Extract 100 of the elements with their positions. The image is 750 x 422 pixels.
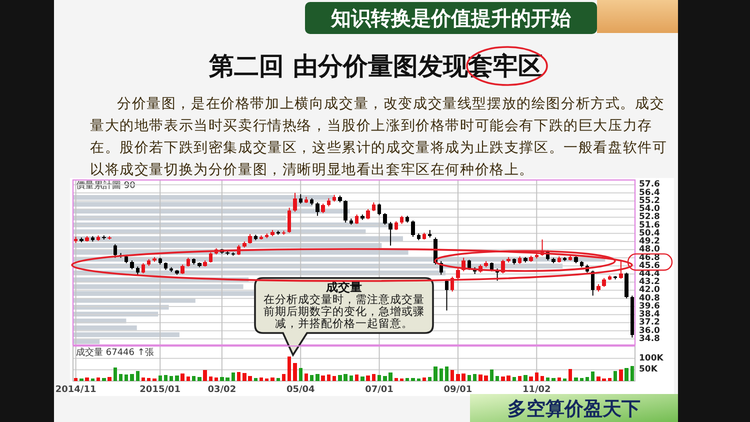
- bar: [321, 376, 325, 381]
- bar: [585, 376, 590, 381]
- y-tick-label: 34.8: [639, 334, 660, 344]
- y-tick-label: 42.0: [639, 285, 660, 296]
- bar: [96, 378, 100, 381]
- bar: [192, 376, 196, 381]
- chart-subtitle: 分价量图，是在价格带加上横向成交量，改变成交量线型摆放的绘图分析方式。成交量大的地带表示当时买卖行情热络，当股价上涨到价格带时可能会有下跌的巨大压力存在。股价若下跌到密集成交量区，这些累计的成交量将成为止跌支撑区。一般看盘软件可以将成交量切换为分价量图，清晰明显地看出套牢区在何种价格上。: [90, 97, 668, 178]
- bar: [518, 376, 522, 381]
- annotation: 成交量: [325, 280, 362, 294]
- bar: [175, 376, 179, 381]
- annotation: 在分析成交量时，需注意成交量前期后期数字的变化，急增或骤减，并搭配价格一起留意。: [262, 294, 426, 330]
- candlestick: [354, 214, 359, 224]
- y-tick-label: 45.6: [639, 260, 660, 271]
- y-tick-label: 51.6: [639, 220, 660, 230]
- bar: [366, 376, 370, 381]
- bar: [208, 376, 213, 381]
- bar: [495, 376, 500, 381]
- bar: [349, 376, 354, 381]
- bar: [557, 378, 561, 381]
- candlestick: [444, 278, 449, 312]
- candlestick: [624, 272, 628, 299]
- candlestick: [208, 252, 213, 263]
- bar: [372, 374, 376, 381]
- y-tick-label: 100K: [639, 353, 664, 364]
- candlestick: [113, 244, 118, 258]
- bar: [534, 372, 539, 381]
- bar: [85, 377, 89, 381]
- x-tick-label: 09/01: [444, 385, 472, 395]
- candlestick: [619, 260, 623, 280]
- bar: [310, 375, 314, 381]
- bar: [377, 375, 382, 381]
- bar: [282, 374, 286, 381]
- x-tick-label: 05/04: [286, 385, 315, 395]
- bar: [304, 374, 308, 381]
- bar: [293, 362, 297, 381]
- bar: [450, 370, 454, 381]
- bar: [288, 356, 292, 381]
- candlestick: [383, 212, 387, 226]
- bar: [332, 376, 336, 381]
- bar: [141, 377, 146, 381]
- bar: [316, 374, 320, 381]
- candlestick: [456, 268, 460, 280]
- bar: [406, 378, 410, 381]
- bar: [214, 377, 218, 381]
- bar: [354, 374, 359, 381]
- bar: [630, 366, 634, 381]
- bar: [524, 375, 528, 381]
- bar: [590, 372, 595, 381]
- bar: [152, 378, 156, 381]
- y-tick-label: 48.0: [639, 244, 660, 255]
- y-tick-label: 56.4: [639, 188, 660, 198]
- bar: [108, 376, 112, 381]
- bar: [136, 371, 140, 381]
- candlestick: [321, 203, 325, 214]
- bar: [231, 372, 236, 381]
- y-tick-label: 52.8: [639, 212, 660, 222]
- bar: [490, 369, 494, 381]
- bar: [529, 376, 533, 381]
- bar: [574, 377, 578, 381]
- x-tick-label: 03/02: [208, 385, 236, 395]
- bar: [428, 376, 432, 381]
- bar: [624, 368, 628, 381]
- bar: [158, 376, 162, 381]
- x-tick-label: 11/02: [522, 385, 551, 395]
- bar: [270, 377, 274, 381]
- candlestick: [366, 208, 370, 220]
- bar: [568, 369, 572, 381]
- bar: [102, 378, 106, 381]
- candlestick: [411, 220, 415, 238]
- x-tick-label: 2014/11: [55, 385, 96, 395]
- chart-title: 成交量 67446 ↑張: [76, 347, 154, 358]
- candlestick: [298, 194, 302, 204]
- bar: [546, 377, 550, 381]
- y-tick-label: 39.6: [639, 301, 660, 312]
- candlestick: [344, 200, 348, 224]
- candlestick: [288, 207, 292, 234]
- bar: [236, 372, 241, 381]
- bar: [613, 370, 618, 381]
- bar: [472, 374, 477, 381]
- y-tick-label: 40.8: [639, 293, 660, 304]
- bar: [118, 374, 123, 381]
- bar: [326, 374, 331, 381]
- bar: [169, 376, 174, 381]
- text: 多空算价盈天下: [508, 398, 640, 420]
- bar: [203, 370, 207, 381]
- bar: [130, 374, 134, 381]
- bar: [411, 378, 415, 381]
- candlestick: [248, 234, 252, 244]
- x-tick-label: 07/01: [365, 385, 394, 395]
- bar: [552, 378, 556, 381]
- bar: [467, 375, 472, 381]
- bar: [164, 375, 168, 381]
- bar: [198, 376, 202, 381]
- y-tick-label: 36.0: [639, 326, 660, 336]
- bar: [124, 374, 128, 381]
- candlestick: [180, 264, 184, 274]
- bar: [298, 368, 302, 381]
- bar: [540, 376, 544, 381]
- candlestick: [377, 203, 382, 216]
- candlestick: [316, 202, 320, 216]
